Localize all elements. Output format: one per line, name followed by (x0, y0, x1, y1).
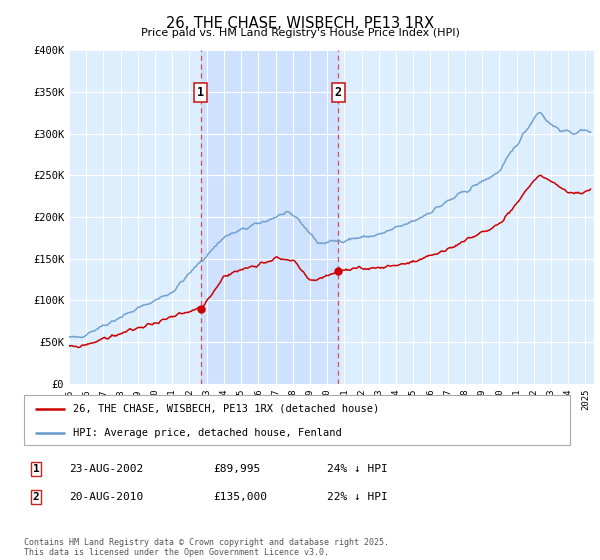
Text: 1: 1 (197, 86, 204, 99)
Text: 26, THE CHASE, WISBECH, PE13 1RX: 26, THE CHASE, WISBECH, PE13 1RX (166, 16, 434, 31)
Text: 26, THE CHASE, WISBECH, PE13 1RX (detached house): 26, THE CHASE, WISBECH, PE13 1RX (detach… (73, 404, 379, 414)
Text: £135,000: £135,000 (213, 492, 267, 502)
Text: 2: 2 (335, 86, 342, 99)
Text: 22% ↓ HPI: 22% ↓ HPI (327, 492, 388, 502)
Text: Contains HM Land Registry data © Crown copyright and database right 2025.
This d: Contains HM Land Registry data © Crown c… (24, 538, 389, 557)
Bar (200, 50, 338, 384)
Text: 24% ↓ HPI: 24% ↓ HPI (327, 464, 388, 474)
Text: 1: 1 (32, 464, 40, 474)
Text: HPI: Average price, detached house, Fenland: HPI: Average price, detached house, Fenl… (73, 428, 342, 437)
Text: Price paid vs. HM Land Registry's House Price Index (HPI): Price paid vs. HM Land Registry's House … (140, 28, 460, 38)
Text: £89,995: £89,995 (213, 464, 260, 474)
Text: 23-AUG-2002: 23-AUG-2002 (69, 464, 143, 474)
Text: 2: 2 (32, 492, 40, 502)
Text: 20-AUG-2010: 20-AUG-2010 (69, 492, 143, 502)
